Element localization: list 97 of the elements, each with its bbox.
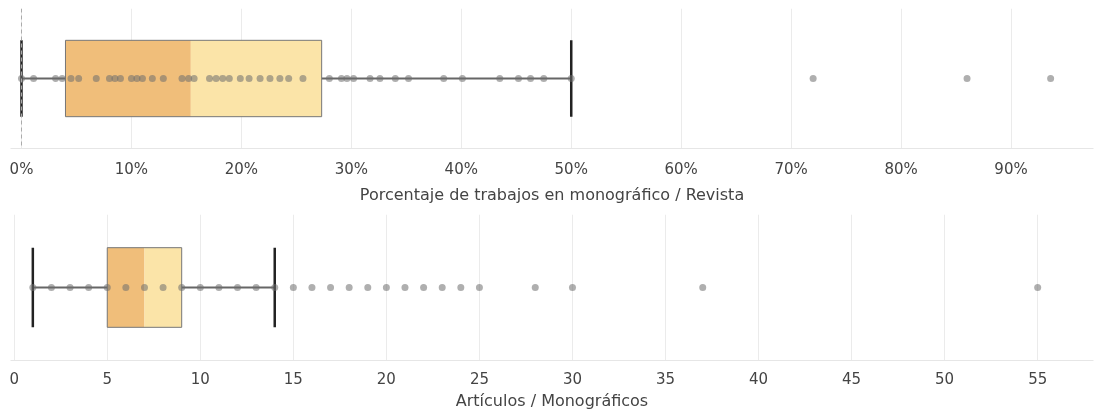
point [66, 284, 74, 291]
point [963, 75, 971, 82]
x-tick-label: 20% [224, 159, 259, 178]
point [92, 75, 100, 82]
point [343, 75, 351, 82]
point [75, 75, 83, 82]
point [127, 75, 135, 82]
point [236, 75, 244, 82]
x-axis-title: Artículos / Monográficos [455, 390, 649, 410]
point [531, 284, 539, 291]
x-tick-label: 0% [9, 159, 34, 178]
x-tick-label: 35 [655, 369, 676, 388]
x-tick-label: 10% [114, 159, 149, 178]
point [496, 75, 504, 82]
point [366, 75, 374, 82]
point [178, 75, 186, 82]
point [58, 75, 66, 82]
point [276, 75, 284, 82]
x-axis-title: Porcentaje de trabajos en monográfico / Revista [359, 184, 745, 204]
x-tick-label: 30 [562, 369, 583, 388]
point [382, 284, 390, 291]
point [401, 284, 409, 291]
x-tick-label: 20 [376, 369, 396, 388]
point [325, 75, 333, 82]
x-tick-label: 70% [774, 159, 808, 178]
x-tick-label: 0 [9, 369, 19, 388]
point [540, 75, 548, 82]
point [337, 75, 345, 82]
x-tick-label: 40 [749, 369, 769, 388]
point [234, 284, 242, 291]
point [206, 75, 214, 82]
point [364, 284, 372, 291]
point [809, 75, 817, 82]
point [271, 284, 279, 291]
point [159, 75, 167, 82]
point [52, 75, 60, 82]
point [567, 75, 575, 82]
x-tick-label: 55 [1028, 369, 1048, 388]
point [285, 75, 293, 82]
point [350, 75, 358, 82]
point [440, 75, 448, 82]
point [1047, 75, 1055, 82]
point [122, 284, 130, 291]
x-tick-label: 40% [444, 159, 478, 178]
x-tick-label: 25 [469, 369, 489, 388]
point [252, 284, 260, 291]
point [219, 75, 227, 82]
x-tick-label: 45 [842, 369, 862, 388]
point [190, 75, 198, 82]
point [376, 75, 384, 82]
point [185, 75, 193, 82]
point [105, 75, 113, 82]
point [527, 75, 535, 82]
point [85, 284, 93, 291]
point [256, 75, 264, 82]
point [103, 284, 111, 291]
x-tick-label: 60% [664, 159, 698, 178]
point [438, 284, 446, 291]
point [299, 75, 307, 82]
x-tick-label: 80% [884, 159, 918, 178]
point [212, 75, 220, 82]
x-tick-label: 15 [283, 369, 303, 388]
point [215, 284, 223, 291]
x-tick-label: 90% [994, 159, 1028, 178]
point [67, 75, 75, 82]
point [405, 75, 413, 82]
x-tick-label: 5 [102, 369, 113, 388]
point [47, 284, 55, 291]
point [1034, 284, 1042, 291]
point [196, 284, 204, 291]
point [116, 75, 124, 82]
point [458, 75, 466, 82]
point [289, 284, 297, 291]
point [568, 284, 576, 291]
point [699, 284, 707, 291]
point [138, 75, 146, 82]
point [420, 284, 428, 291]
point [245, 75, 253, 82]
point [159, 284, 167, 291]
point [178, 284, 186, 291]
point [514, 75, 522, 82]
point [140, 284, 148, 291]
x-tick-label: 10 [190, 369, 210, 388]
point [266, 75, 274, 82]
x-tick-label: 30% [334, 159, 369, 178]
point [345, 284, 353, 291]
point [29, 284, 37, 291]
x-tick-label: 50% [554, 159, 588, 178]
point [457, 284, 465, 291]
x-tick-label: 50 [935, 369, 955, 388]
point [327, 284, 335, 291]
point [308, 284, 316, 291]
point [30, 75, 38, 82]
point [475, 284, 483, 291]
point [391, 75, 399, 82]
point [225, 75, 233, 82]
point [148, 75, 156, 82]
